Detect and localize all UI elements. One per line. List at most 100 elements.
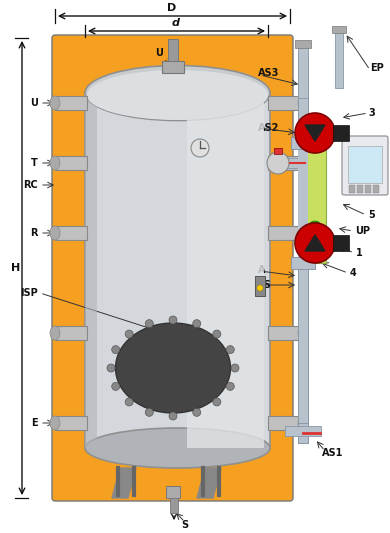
Bar [333, 235, 349, 251]
Text: EP: EP [370, 63, 384, 73]
Bar [55, 156, 87, 170]
Ellipse shape [298, 226, 308, 240]
Ellipse shape [87, 70, 268, 120]
Text: AS3: AS3 [258, 68, 279, 78]
Ellipse shape [85, 428, 270, 468]
Bar [295, 40, 311, 48]
Circle shape [193, 320, 201, 328]
Text: ISP: ISP [20, 288, 38, 298]
Polygon shape [305, 125, 325, 141]
FancyBboxPatch shape [52, 35, 293, 501]
Text: U: U [155, 48, 163, 58]
Text: U: U [30, 98, 38, 108]
Circle shape [226, 382, 234, 390]
Circle shape [145, 320, 153, 328]
Circle shape [125, 330, 133, 338]
Text: 4: 4 [350, 268, 357, 278]
FancyBboxPatch shape [342, 136, 388, 195]
Ellipse shape [50, 96, 60, 110]
Circle shape [107, 364, 115, 372]
Bar [268, 416, 303, 430]
Text: H: H [11, 263, 21, 273]
Circle shape [267, 152, 289, 174]
Circle shape [145, 408, 153, 416]
Polygon shape [112, 468, 136, 498]
Bar [162, 61, 184, 73]
Bar [168, 39, 178, 61]
Bar [55, 326, 87, 340]
Bar [268, 96, 303, 110]
Circle shape [125, 398, 133, 406]
Circle shape [112, 345, 120, 353]
Circle shape [112, 382, 120, 390]
Bar [298, 43, 308, 98]
Text: 5: 5 [368, 210, 375, 220]
Circle shape [191, 139, 209, 157]
Text: S: S [181, 520, 188, 530]
Circle shape [257, 285, 263, 291]
Bar [332, 26, 346, 33]
Text: E: E [31, 418, 38, 428]
Polygon shape [197, 468, 221, 498]
Bar [274, 148, 282, 154]
Bar [166, 486, 180, 498]
Ellipse shape [50, 326, 60, 340]
Text: 2: 2 [368, 176, 375, 186]
Ellipse shape [50, 416, 60, 430]
Bar [298, 423, 308, 443]
Bar [268, 226, 303, 240]
Circle shape [295, 223, 335, 263]
Bar [348, 146, 382, 183]
Ellipse shape [85, 66, 270, 120]
Bar [357, 185, 363, 193]
Circle shape [193, 408, 201, 416]
Text: 3: 3 [368, 108, 375, 118]
Bar [349, 185, 355, 193]
Text: T: T [31, 158, 38, 168]
Bar [268, 156, 303, 170]
Bar [187, 93, 264, 448]
Bar [291, 257, 315, 269]
Circle shape [308, 221, 322, 235]
Bar [373, 185, 379, 193]
Bar [170, 498, 178, 513]
Bar [55, 96, 87, 110]
Bar [304, 143, 326, 263]
Polygon shape [305, 235, 325, 251]
Ellipse shape [50, 156, 60, 170]
Bar [55, 416, 87, 430]
Text: AS1: AS1 [322, 448, 343, 458]
Circle shape [169, 316, 177, 324]
Text: UP: UP [355, 226, 370, 236]
Bar [291, 137, 315, 149]
Bar [333, 125, 349, 141]
Circle shape [226, 345, 234, 353]
Bar [85, 93, 270, 448]
Text: A: A [258, 265, 266, 275]
Circle shape [169, 412, 177, 420]
Bar [335, 28, 343, 88]
Bar [85, 93, 97, 448]
Bar [298, 143, 308, 263]
Circle shape [213, 398, 221, 406]
Bar [285, 426, 321, 436]
Bar [365, 185, 371, 193]
Ellipse shape [50, 226, 60, 240]
Ellipse shape [298, 156, 308, 170]
Circle shape [213, 330, 221, 338]
Text: D: D [167, 3, 177, 13]
Ellipse shape [115, 323, 230, 413]
Bar [298, 53, 308, 443]
Circle shape [295, 113, 335, 153]
Ellipse shape [298, 326, 308, 340]
Circle shape [231, 364, 239, 372]
Text: d: d [172, 18, 180, 28]
Text: RC: RC [23, 180, 38, 190]
Bar [55, 226, 87, 240]
Bar [255, 276, 265, 296]
Bar [268, 158, 303, 168]
Text: AS2: AS2 [258, 123, 279, 133]
Text: TS: TS [258, 280, 272, 290]
Text: R: R [30, 228, 38, 238]
Ellipse shape [298, 416, 308, 430]
